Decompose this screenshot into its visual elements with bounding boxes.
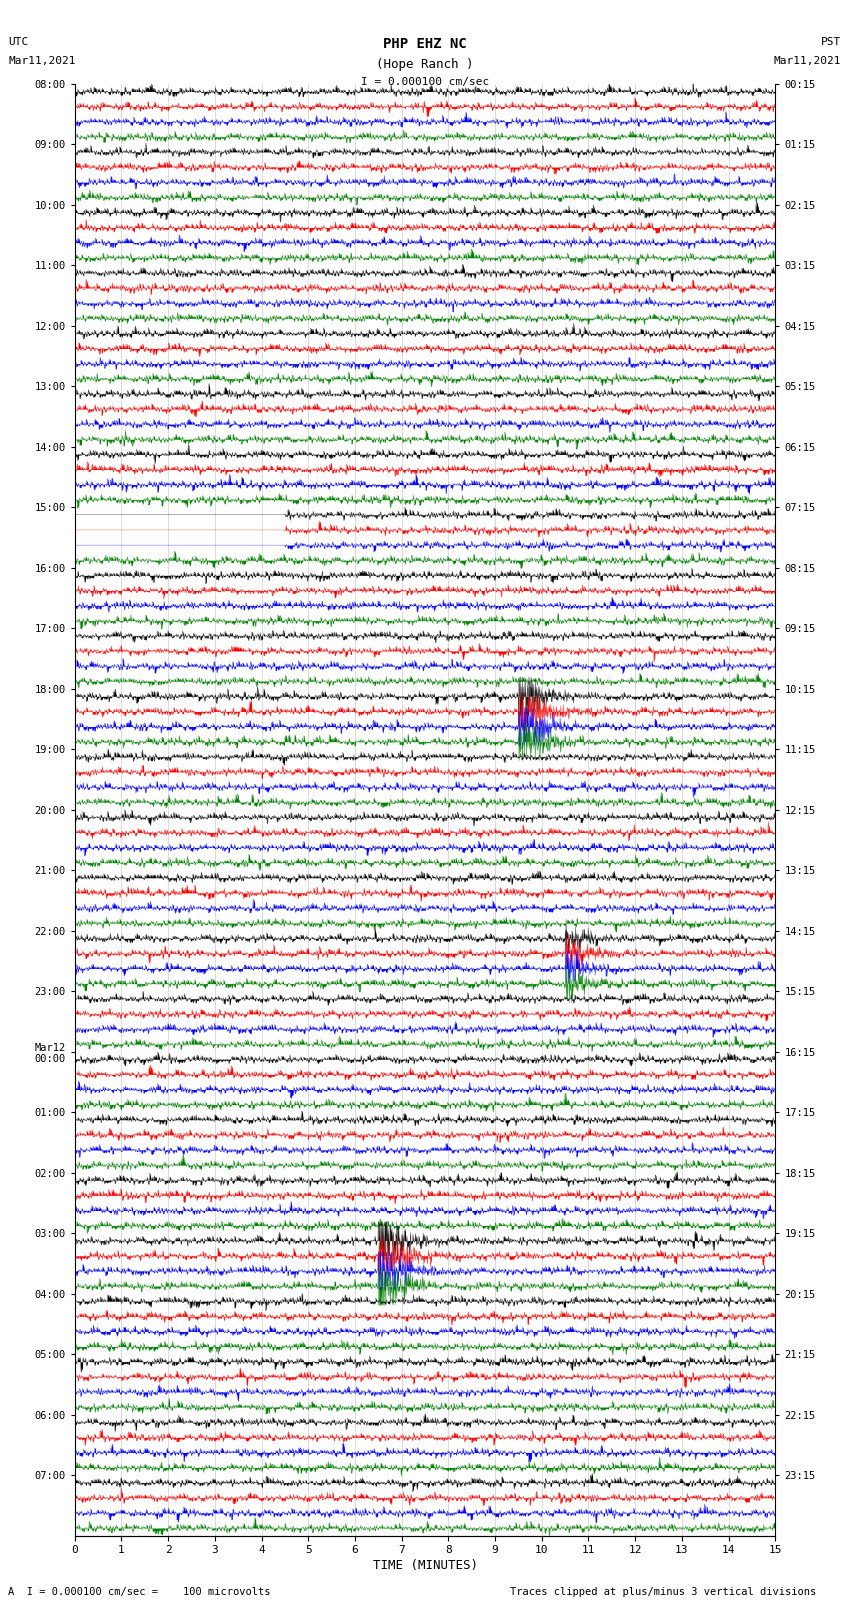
Text: (Hope Ranch ): (Hope Ranch ): [377, 58, 473, 71]
Text: PHP EHZ NC: PHP EHZ NC: [383, 37, 467, 52]
Text: I = 0.000100 cm/sec: I = 0.000100 cm/sec: [361, 77, 489, 87]
Text: PST: PST: [821, 37, 842, 47]
X-axis label: TIME (MINUTES): TIME (MINUTES): [372, 1560, 478, 1573]
Text: Mar11,2021: Mar11,2021: [774, 56, 842, 66]
Text: A  I = 0.000100 cm/sec =    100 microvolts: A I = 0.000100 cm/sec = 100 microvolts: [8, 1587, 271, 1597]
Text: UTC: UTC: [8, 37, 29, 47]
Text: Mar11,2021: Mar11,2021: [8, 56, 76, 66]
Text: Traces clipped at plus/minus 3 vertical divisions: Traces clipped at plus/minus 3 vertical …: [510, 1587, 816, 1597]
